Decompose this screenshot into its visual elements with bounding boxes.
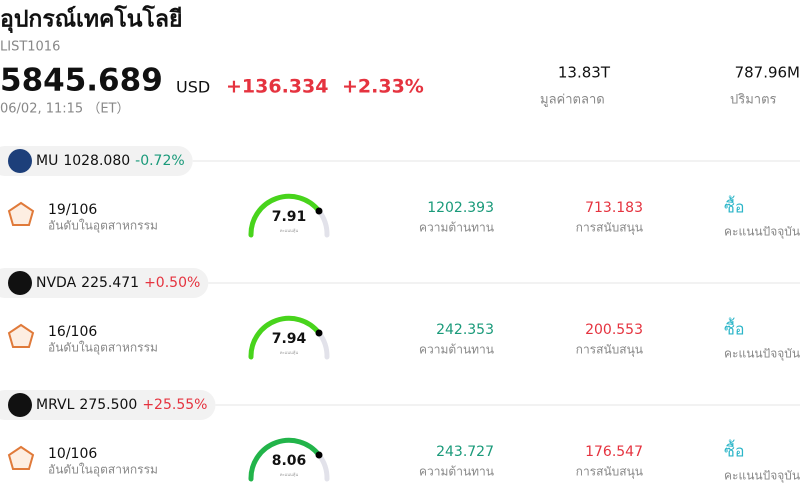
stock-change: -0.72%: [135, 153, 185, 169]
stat-label: ปริมาตร: [730, 93, 777, 108]
time: 06/02, 11:15 （ET）: [0, 102, 129, 117]
stock-change: +0.50%: [144, 275, 200, 291]
currency: USD: [176, 78, 210, 97]
gauge-dot: [315, 329, 323, 337]
price: 5845.689: [0, 63, 163, 99]
gauge-dot: [315, 451, 323, 459]
rank-icon: [7, 201, 35, 226]
rank: 16/106: [48, 324, 97, 340]
resistance-label: ความต้านทาน: [419, 465, 494, 479]
score-label: คะแนนหุ้น: [280, 472, 299, 478]
gauge-track: [316, 330, 330, 360]
stock-price: 225.471: [81, 275, 139, 291]
rank-icon: [7, 445, 35, 470]
gauge-dot: [315, 207, 323, 215]
score-label: คะแนนหุ้น: [280, 228, 299, 234]
rating-label: คะแนนปัจจุบัน: [724, 347, 800, 362]
gauge-arc: [248, 315, 322, 360]
support: 713.183: [585, 200, 643, 216]
rank-label: อันดับในอุตสาหกรรม: [48, 341, 158, 356]
score-label: คะแนนหุ้น: [280, 350, 299, 356]
support: 176.547: [585, 444, 643, 460]
ticker: NVDA: [36, 275, 77, 291]
resistance: 242.353: [436, 322, 494, 338]
stock-logo: [8, 393, 32, 417]
resistance: 243.727: [436, 444, 494, 460]
stock-price: 1028.080: [63, 153, 130, 169]
rating: ซื้อ: [724, 196, 744, 217]
stock-logo: [8, 271, 32, 295]
gauge-track: [316, 208, 330, 238]
title: อุปกรณ์เทคโนโลยี: [0, 5, 182, 34]
rating-label: คะแนนปัจจุบัน: [724, 225, 800, 240]
gauge-arc: [248, 437, 322, 482]
rating: ซื้อ: [724, 440, 744, 461]
rank-label: อันดับในอุตสาหกรรม: [48, 219, 158, 234]
rank-label: อันดับในอุตสาหกรรม: [48, 463, 158, 478]
stock-pill[interactable]: [0, 146, 193, 176]
support-label: การสนับสนุน: [576, 343, 643, 358]
stock-pill[interactable]: [0, 268, 209, 298]
ticker: MU: [36, 153, 58, 169]
rank-icon: [7, 323, 35, 348]
resistance: 1202.393: [427, 200, 494, 216]
score: 8.06: [272, 453, 307, 469]
support: 200.553: [585, 322, 643, 338]
rating: ซื้อ: [724, 318, 744, 339]
stock-change: +25.55%: [142, 397, 207, 413]
rating-label: คะแนนปัจจุบัน: [724, 469, 800, 484]
rank: 19/106: [48, 202, 97, 218]
stock-logo: [8, 149, 32, 173]
stat-value: 787.96M: [735, 64, 800, 82]
score: 7.94: [272, 331, 307, 347]
score: 7.91: [272, 209, 307, 225]
stat-label: มูลค่าตลาด: [540, 93, 605, 108]
change: +136.334: [226, 76, 328, 98]
rank: 10/106: [48, 446, 97, 462]
gauge-arc: [248, 193, 322, 238]
code: LIST1016: [0, 40, 60, 55]
stock-pill[interactable]: [0, 390, 216, 420]
stock-price: 275.500: [79, 397, 137, 413]
resistance-label: ความต้านทาน: [419, 221, 494, 235]
gauge-track: [316, 452, 330, 482]
change-pct: +2.33%: [342, 76, 424, 98]
ticker: MRVL: [36, 397, 75, 413]
resistance-label: ความต้านทาน: [419, 343, 494, 357]
support-label: การสนับสนุน: [576, 221, 643, 236]
support-label: การสนับสนุน: [576, 465, 643, 480]
stat-value: 13.83T: [558, 64, 611, 82]
